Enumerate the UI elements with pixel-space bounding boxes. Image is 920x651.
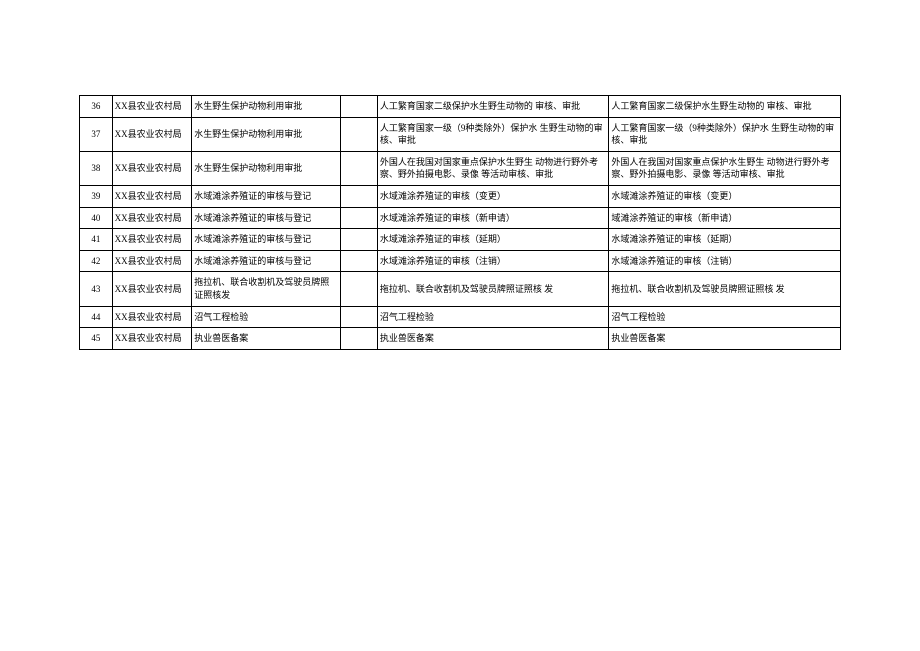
cell-sub1: 执业兽医备案 bbox=[377, 328, 609, 350]
cell-item: 沼气工程检验 bbox=[192, 306, 341, 328]
data-table: 36XX县农业农村局水生野生保护动物利用审批人工繁育国家二级保护水生野生动物的 … bbox=[79, 95, 841, 350]
cell-dept: XX县农业农村局 bbox=[112, 185, 192, 207]
cell-sub2: 水域滩涂养殖证的审核（注销） bbox=[609, 250, 841, 272]
cell-item: 水域滩涂养殖证的审核与登记 bbox=[192, 207, 341, 229]
cell-index: 36 bbox=[80, 96, 113, 118]
cell-sub1: 水域滩涂养殖证的审核（延期） bbox=[377, 229, 609, 251]
cell-sub2: 拖拉机、联合收割机及驾驶员牌照证照核 发 bbox=[609, 272, 841, 306]
cell-index: 39 bbox=[80, 185, 113, 207]
cell-blank bbox=[341, 117, 378, 151]
cell-dept: XX县农业农村局 bbox=[112, 96, 192, 118]
table-body: 36XX县农业农村局水生野生保护动物利用审批人工繁育国家二级保护水生野生动物的 … bbox=[80, 96, 841, 350]
cell-blank bbox=[341, 250, 378, 272]
cell-sub1: 水域滩涂养殖证的审核（变更） bbox=[377, 185, 609, 207]
table-row: 42XX县农业农村局水域滩涂养殖证的审核与登记 水域滩涂养殖证的审核（注销）水域滩… bbox=[80, 250, 841, 272]
cell-dept: XX县农业农村局 bbox=[112, 117, 192, 151]
cell-dept: XX县农业农村局 bbox=[112, 250, 192, 272]
table-wrapper: 36XX县农业农村局水生野生保护动物利用审批人工繁育国家二级保护水生野生动物的 … bbox=[0, 0, 920, 350]
cell-item: 水域滩涂养殖证的审核与登记 bbox=[192, 250, 341, 272]
cell-index: 45 bbox=[80, 328, 113, 350]
cell-sub2: 水域滩涂养殖证的审核（变更） bbox=[609, 185, 841, 207]
cell-sub1: 外国人在我国对国家重点保护水生野生 动物进行野外考察、野外拍摄电影、录像 等活动… bbox=[377, 151, 609, 185]
table-row: 43XX县农业农村局拖拉机、联合收割机及驾驶员牌照证照核发 拖拉机、联合收割机及驾… bbox=[80, 272, 841, 306]
cell-item: 执业兽医备案 bbox=[192, 328, 341, 350]
cell-index: 40 bbox=[80, 207, 113, 229]
cell-item: 拖拉机、联合收割机及驾驶员牌照证照核发 bbox=[192, 272, 341, 306]
cell-dept: XX县农业农村局 bbox=[112, 229, 192, 251]
table-row: 41XX县农业农村局水域滩涂养殖证的审核与登记 水域滩涂养殖证的审核（延期）水域滩… bbox=[80, 229, 841, 251]
cell-sub2: 执业兽医备案 bbox=[609, 328, 841, 350]
cell-blank bbox=[341, 306, 378, 328]
cell-blank bbox=[341, 185, 378, 207]
cell-dept: XX县农业农村局 bbox=[112, 151, 192, 185]
cell-sub1: 水域滩涂养殖证的审核（注销） bbox=[377, 250, 609, 272]
cell-blank bbox=[341, 151, 378, 185]
cell-sub2: 人工繁育国家一级（9种类除外）保护水 生野生动物的审核、审批 bbox=[609, 117, 841, 151]
cell-sub1: 沼气工程检验 bbox=[377, 306, 609, 328]
cell-index: 38 bbox=[80, 151, 113, 185]
cell-blank bbox=[341, 272, 378, 306]
table-row: 40XX县农业农村局水域滩涂养殖证的审核与登记 水域滩涂养殖证的审核（新申请）域滩… bbox=[80, 207, 841, 229]
cell-dept: XX县农业农村局 bbox=[112, 272, 192, 306]
table-row: 36XX县农业农村局水生野生保护动物利用审批 人工繁育国家二级保护水生野生动物的 … bbox=[80, 96, 841, 118]
cell-blank bbox=[341, 328, 378, 350]
cell-item: 水生野生保护动物利用审批 bbox=[192, 117, 341, 151]
cell-item: 水生野生保护动物利用审批 bbox=[192, 151, 341, 185]
table-row: 45XX县农业农村局执业兽医备案执业兽医备案执业兽医备案 bbox=[80, 328, 841, 350]
table-row: 38XX县农业农村局水生野生保护动物利用审批 外国人在我国对国家重点保护水生野生 … bbox=[80, 151, 841, 185]
table-row: 44XX县农业农村局沼气工程检验沼气工程检验沼气工程检验 bbox=[80, 306, 841, 328]
cell-index: 44 bbox=[80, 306, 113, 328]
cell-blank bbox=[341, 96, 378, 118]
cell-sub1: 水域滩涂养殖证的审核（新申请） bbox=[377, 207, 609, 229]
table-row: 39XX县农业农村局水域滩涂养殖证的审核与登记 水域滩涂养殖证的审核（变更）水域滩… bbox=[80, 185, 841, 207]
cell-index: 42 bbox=[80, 250, 113, 272]
cell-sub1: 人工繁育国家二级保护水生野生动物的 审核、审批 bbox=[377, 96, 609, 118]
cell-sub1: 人工繁育国家一级（9种类除外）保护水 生野生动物的审核、审批 bbox=[377, 117, 609, 151]
cell-item: 水域滩涂养殖证的审核与登记 bbox=[192, 185, 341, 207]
cell-item: 水域滩涂养殖证的审核与登记 bbox=[192, 229, 341, 251]
cell-index: 43 bbox=[80, 272, 113, 306]
cell-dept: XX县农业农村局 bbox=[112, 328, 192, 350]
cell-item: 水生野生保护动物利用审批 bbox=[192, 96, 341, 118]
cell-sub2: 水域滩涂养殖证的审核（延期） bbox=[609, 229, 841, 251]
cell-dept: XX县农业农村局 bbox=[112, 207, 192, 229]
cell-dept: XX县农业农村局 bbox=[112, 306, 192, 328]
cell-blank bbox=[341, 229, 378, 251]
cell-sub2: 沼气工程检验 bbox=[609, 306, 841, 328]
cell-index: 41 bbox=[80, 229, 113, 251]
cell-sub1: 拖拉机、联合收割机及驾驶员牌照证照核 发 bbox=[377, 272, 609, 306]
table-row: 37XX县农业农村局水生野生保护动物利用审批 人工繁育国家一级（9种类除外）保护水… bbox=[80, 117, 841, 151]
cell-sub2: 人工繁育国家二级保护水生野生动物的 审核、审批 bbox=[609, 96, 841, 118]
cell-blank bbox=[341, 207, 378, 229]
cell-sub2: 域滩涂养殖证的审核（新申请） bbox=[609, 207, 841, 229]
cell-sub2: 外国人在我国对国家重点保护水生野生 动物进行野外考察、野外拍摄电影、录像 等活动… bbox=[609, 151, 841, 185]
cell-index: 37 bbox=[80, 117, 113, 151]
